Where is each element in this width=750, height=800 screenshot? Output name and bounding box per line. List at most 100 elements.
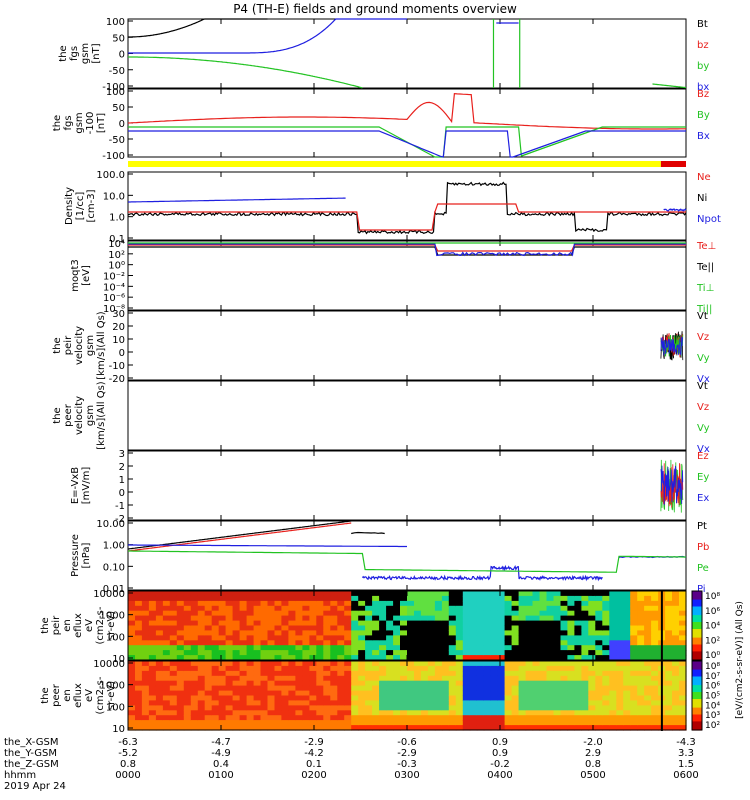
- peer-spec-cell: [476, 695, 485, 701]
- peer-spec-cell: [560, 661, 569, 667]
- peer-spec-cell: [483, 680, 492, 687]
- peer-spec-cell: [651, 700, 659, 706]
- peir-spec-cell: [420, 630, 429, 636]
- peer-spec-cell: [539, 680, 548, 687]
- peir-spec-cell: [337, 650, 345, 656]
- peir-spec-cell: [672, 620, 680, 627]
- peir-spec-cell: [546, 645, 555, 651]
- peer-spec-cell: [372, 700, 380, 706]
- peer-spec-cell: [644, 710, 652, 716]
- peer-spec-cell: [616, 675, 624, 682]
- peer-spec-cell: [420, 695, 429, 701]
- peer-spec-cell: [379, 661, 387, 667]
- peer-spec-cell: [225, 675, 234, 682]
- peer-spec-cell: [169, 675, 178, 682]
- peer-spec-cell: [434, 690, 443, 697]
- peer-spec-cell: [386, 685, 394, 692]
- peer-spec-cell: [302, 670, 310, 677]
- peir-spec-cell: [407, 655, 415, 661]
- peir-spec-cell: [511, 655, 520, 661]
- peer-spec-cell: [651, 670, 659, 677]
- peir-spec-cell: [274, 640, 283, 646]
- peir-spec-cell: [518, 595, 527, 602]
- peer-spec-cell: [288, 720, 296, 726]
- peer-spec-cell: [204, 725, 213, 731]
- peir-spec-cell: [630, 600, 638, 607]
- peer-spec-cell: [525, 690, 534, 697]
- peir-spec-cell: [623, 620, 631, 627]
- peir-spec-cell: [232, 645, 241, 651]
- colorbar-cell: [692, 685, 702, 688]
- peir-spec-cell: [351, 591, 359, 597]
- peer-spec-cell: [546, 685, 555, 692]
- peir-spec-cell: [372, 610, 380, 617]
- peir-spec-cell: [574, 615, 582, 622]
- peer-spec-cell: [246, 705, 255, 711]
- peir-spec-cell: [588, 640, 596, 646]
- peer-spec-cell: [574, 661, 582, 667]
- colorbar-cell: [692, 674, 702, 678]
- peer-spec-cell: [420, 670, 429, 677]
- peir-spec-cell: [351, 655, 359, 661]
- peer-spec-cell: [358, 700, 366, 706]
- peer-spec-cell: [190, 715, 199, 721]
- peer-spec-cell: [358, 725, 366, 731]
- peir-spec-cell: [211, 610, 220, 617]
- peir-spec-cell: [581, 635, 589, 641]
- peir-spec-cell: [274, 655, 283, 661]
- colorbar-cell: [692, 591, 702, 594]
- peir-spec-cell: [518, 620, 527, 627]
- peer-spec-cell: [414, 700, 422, 706]
- peir-spec-cell: [128, 625, 136, 631]
- peir-spec-cell: [560, 605, 569, 612]
- peir-spec-cell: [427, 595, 436, 602]
- peir-spec-cell: [400, 635, 408, 641]
- x-tick-label: 3.3: [678, 748, 694, 759]
- peer-spec-cell: [525, 685, 534, 692]
- peer-spec-cell: [253, 710, 262, 716]
- peir-spec-cell: [169, 635, 178, 641]
- peir-spec-cell: [574, 630, 582, 636]
- peer-spec-cell: [155, 700, 164, 706]
- peir-spec-cell: [330, 635, 338, 641]
- peer-spec-cell: [232, 675, 241, 682]
- peir-spec-cell: [239, 625, 248, 631]
- peir-spec-cell: [393, 600, 401, 607]
- peer-spec-cell: [225, 715, 234, 721]
- peer-spec-cell: [476, 661, 485, 667]
- peer-spec-cell: [169, 685, 178, 692]
- y-tick-label: 10: [112, 335, 125, 346]
- peer-spec-cell: [393, 700, 401, 706]
- peir-spec-cell: [253, 615, 262, 622]
- peer-spec-cell: [295, 680, 303, 687]
- peer-spec-cell: [190, 700, 199, 706]
- peer-spec-cell: [567, 665, 575, 672]
- peer-spec-cell: [525, 710, 534, 716]
- peir-spec-cell: [225, 630, 234, 636]
- y-tick-label: 10: [112, 724, 125, 735]
- peir-spec-cell: [274, 605, 283, 612]
- peer-spec-cell: [379, 720, 387, 726]
- peir-spec-cell: [651, 645, 659, 651]
- colorbar-cell: [692, 662, 702, 665]
- peir-spec-cell: [155, 625, 164, 631]
- peir-spec-cell: [211, 595, 220, 602]
- peir-spec-cell: [295, 600, 303, 607]
- colorbar-cell: [692, 671, 702, 674]
- peer-spec-cell: [414, 675, 422, 682]
- legend-by: by: [697, 61, 709, 72]
- peir-spec-cell: [211, 625, 220, 631]
- trace-pi: [128, 544, 407, 548]
- peer-spec-cell: [665, 690, 673, 697]
- peer-spec-cell: [260, 690, 269, 697]
- peer-spec-cell: [665, 705, 673, 711]
- peir-spec-cell: [309, 620, 317, 627]
- peer-spec-cell: [609, 680, 617, 687]
- peir-spec-cell: [525, 655, 534, 661]
- colorbar-tick-label: 10⁴: [705, 701, 720, 711]
- peir-spec-cell: [518, 635, 527, 641]
- peer-spec-cell: [211, 705, 220, 711]
- peir-spec-cell: [665, 591, 673, 597]
- peir-spec-cell: [497, 615, 506, 622]
- peir-spec-cell: [644, 635, 652, 641]
